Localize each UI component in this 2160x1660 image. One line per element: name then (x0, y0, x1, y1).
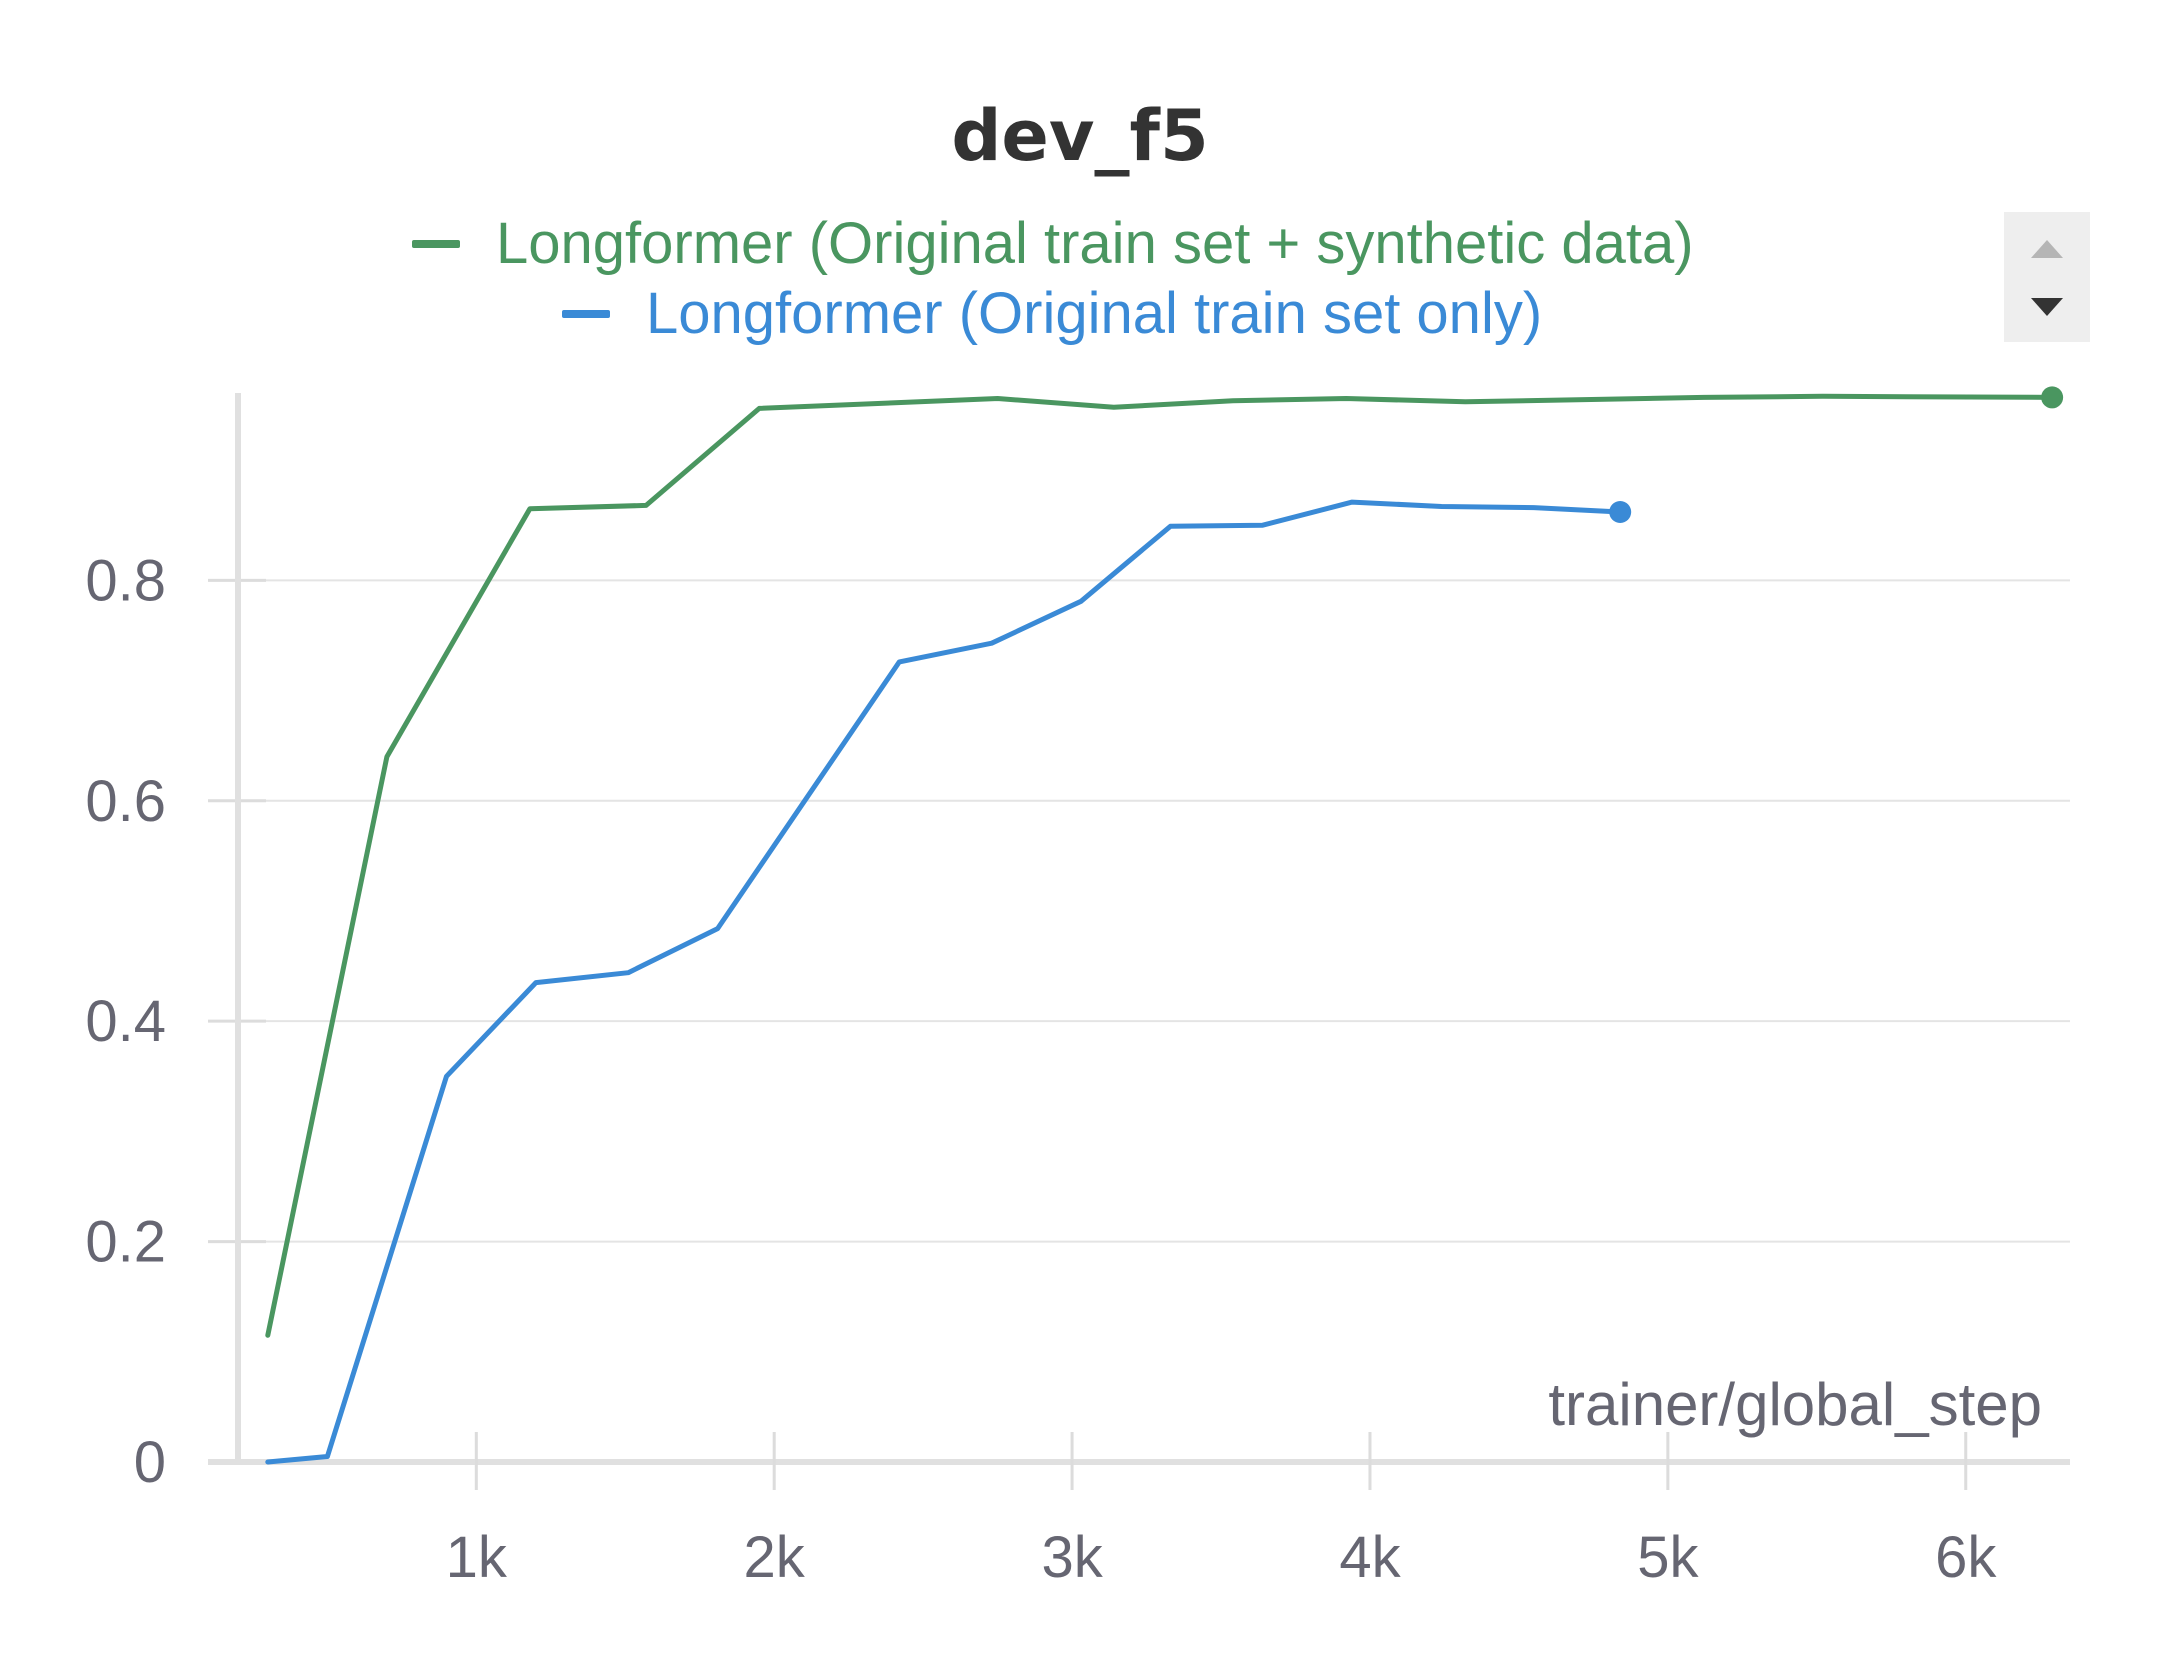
legend-scroll-up-icon[interactable] (2031, 240, 2063, 258)
series-line-0 (265, 393, 2055, 1338)
y-tick-label-3: 0.6 (85, 769, 166, 834)
y-tick-label-1: 0.2 (85, 1210, 166, 1275)
y-tick-label-4: 0.8 (85, 548, 166, 613)
legend-swatch-0 (412, 239, 460, 248)
x-tick-label-3: 4k (1339, 1525, 1401, 1590)
legend-label-1: Longformer (Original train set only) (646, 281, 1543, 346)
chart-title: dev_f5 (951, 95, 1209, 177)
legend-item-1[interactable]: Longformer (Original train set only) (562, 280, 1542, 347)
x-axis-title: trainer/global_step (1548, 1371, 2042, 1438)
legend-scroll-control (2004, 212, 2090, 342)
series-line-1 (265, 499, 1623, 1465)
series-end-point-0 (2041, 386, 2064, 409)
y-tick-label-0: 0 (134, 1430, 166, 1495)
x-tick-label-2: 3k (1041, 1525, 1103, 1590)
legend-label-0: Longformer (Original train set + synthet… (496, 211, 1694, 276)
legend-swatch-1 (562, 309, 610, 318)
x-tick-label-4: 5k (1637, 1525, 1699, 1590)
x-tick-label-1: 2k (744, 1525, 806, 1590)
x-tick-label-0: 1k (446, 1525, 508, 1590)
x-tick-label-5: 6k (1935, 1525, 1997, 1590)
y-tick-label-2: 0.4 (85, 989, 166, 1054)
legend-scroll-down-icon[interactable] (2031, 298, 2063, 316)
series-end-point-1 (1609, 501, 1632, 524)
legend-item-0[interactable]: Longformer (Original train set + synthet… (412, 210, 1694, 277)
